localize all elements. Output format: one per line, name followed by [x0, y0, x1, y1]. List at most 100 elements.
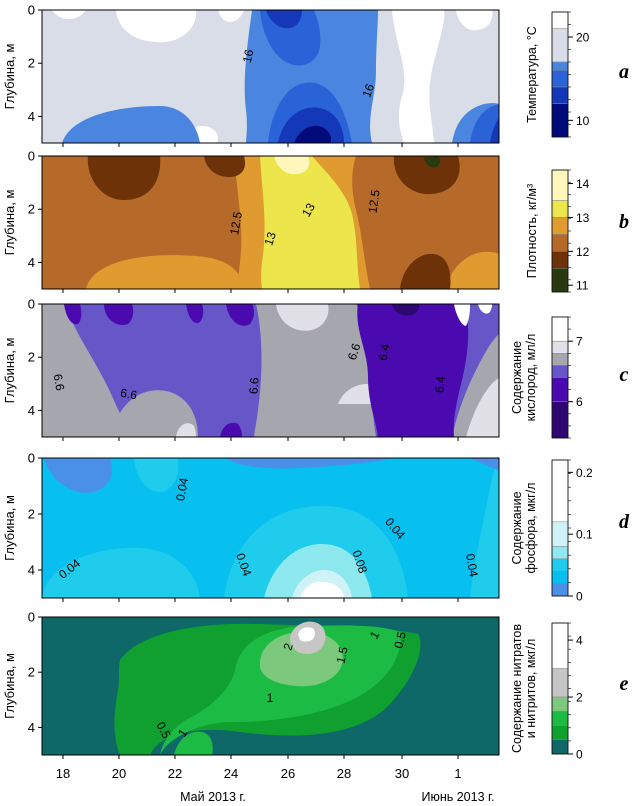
panel-c	[41, 303, 500, 438]
colorbar-tick-label: 6	[576, 395, 583, 409]
colorbar-tick-label: 0	[576, 590, 583, 604]
colorbar-title: Плотность, кг/м³	[525, 184, 539, 278]
panel-d	[41, 457, 500, 599]
colorbar-level	[551, 70, 569, 88]
oxygen-contour-field	[42, 304, 499, 437]
contour-label: 16	[240, 48, 257, 64]
colorbar-level	[551, 696, 569, 712]
contour-label: 1.5	[334, 645, 351, 665]
phosphorus-contour-field	[42, 458, 499, 598]
colorbar-level	[551, 622, 569, 669]
colorbar-level	[551, 200, 569, 218]
panel-letter: e	[620, 673, 629, 695]
panel-letter: a	[619, 61, 629, 83]
contour-label: 2	[281, 641, 296, 652]
colorbar-level	[551, 103, 569, 138]
contour-label: 1	[267, 691, 274, 705]
y-axis-label: Глубина, м	[2, 44, 17, 110]
contour-label: 0.5	[391, 630, 409, 650]
contour-label: 6.6	[51, 373, 68, 392]
colorbar-level	[551, 268, 569, 293]
y-tick-label: 0	[28, 3, 35, 18]
y-tick-label: 0	[28, 297, 35, 312]
colorbar-level	[551, 234, 569, 252]
colorbar-level	[551, 316, 569, 342]
y-tick-label: 2	[28, 507, 35, 522]
colorbar-c: 7 6 Содержаниекислород, мл/л	[510, 316, 583, 439]
colorbar-tick-label: 0	[576, 748, 583, 762]
y-axis-label: Глубина, м	[2, 338, 17, 404]
colorbar-tick-label: 2	[576, 691, 583, 705]
colorbar-level	[551, 353, 569, 366]
colorbar-tick-label: 14	[576, 177, 590, 191]
y-tick-label: 4	[28, 563, 35, 578]
contour-label: 6.6	[246, 377, 261, 395]
colorbar-title: Содержание нитратови нитритов, мкг/л	[510, 624, 538, 753]
colorbar-level	[551, 558, 569, 572]
y-tick-label: 4	[28, 109, 35, 124]
y-tick-label: 2	[28, 665, 35, 680]
colorbar-d: 0.2 0.1 0 Содержаниефосфора, мкг/л	[510, 459, 593, 604]
colorbar-level	[551, 217, 569, 235]
colorbar-a: 20 10 Температура, °С	[525, 11, 590, 138]
colorbar-level	[551, 28, 569, 63]
colorbar-e: 4 2 0 Содержание нитратови нитритов, мкг/л	[510, 622, 583, 762]
x-tick-label: 22	[168, 766, 182, 781]
x-tick-label: 30	[395, 766, 409, 781]
x-tick-label: 18	[56, 766, 70, 781]
x-axis: 18 20 22 24 26 28 30 1 Май 2013 г. Июнь 2013 г.	[56, 766, 495, 804]
colorbar-tick-label: 0.1	[576, 528, 593, 542]
y-tick-label: 2	[28, 202, 35, 217]
y-tick-label: 0	[28, 610, 35, 625]
colorbar-level	[551, 377, 569, 402]
contour-label: 16	[359, 82, 377, 100]
colorbar-tick-label: 20	[576, 31, 590, 45]
panel-letter: d	[619, 511, 630, 533]
colorbar-tick-label: 11	[576, 279, 589, 293]
y-tick-label: 4	[28, 403, 35, 418]
contour-label: 6.4	[376, 343, 393, 362]
colorbar-tick-label: 7	[576, 335, 583, 349]
x-tick-label: 26	[281, 766, 295, 781]
contour-label: 0.04	[463, 553, 481, 579]
y-tick-label: 4	[28, 255, 35, 270]
panel-c-axes: Глубина, м 0 2 4 6.6 6.6 6.6 6.6 6.4 6.4 7 6 Содержа…	[2, 297, 629, 441]
x-tick-label: 24	[224, 766, 238, 781]
colorbar-tick-label: 12	[576, 245, 590, 259]
panel-e	[41, 616, 500, 756]
panel-b	[41, 155, 500, 290]
colorbar-title: Содержаниефосфора, мкг/л	[510, 483, 538, 574]
temperature-contour-field	[42, 10, 499, 143]
x-tick-label: 1	[454, 766, 461, 781]
y-tick-label: 0	[28, 451, 35, 466]
nitrate-contour-field	[42, 617, 499, 755]
contour-label: 6.6	[119, 386, 138, 403]
density-contour-field	[42, 156, 499, 289]
x-tick-label: 28	[337, 766, 351, 781]
colorbar-tick-label: 4	[576, 634, 583, 648]
colorbar-level	[551, 340, 569, 354]
y-tick-label: 2	[28, 56, 35, 71]
y-tick-label: 2	[28, 350, 35, 365]
colorbar-level	[551, 251, 569, 269]
colorbar-level	[551, 571, 569, 584]
x-tick-label: 20	[112, 766, 126, 781]
panel-letter: c	[620, 364, 629, 386]
colorbar-level	[551, 711, 569, 726]
contour-label: 0.08	[350, 548, 371, 575]
y-axis-label: Глубина, м	[2, 495, 17, 561]
panel-b-axes: Глубина, м 0 2 4 12.5 13 13 12.5 14 13 12 11 Плотнос…	[2, 149, 629, 293]
colorbar-level	[551, 11, 569, 29]
colorbar-level	[551, 61, 569, 71]
colorbar-tick-label: 0.2	[576, 466, 593, 480]
colorbar-level	[551, 739, 569, 755]
y-tick-label: 4	[28, 720, 35, 735]
contour-label: 0.04	[173, 476, 191, 502]
colorbar-level	[551, 668, 569, 698]
month-label-may: Май 2013 г.	[180, 790, 246, 804]
y-tick-label: 0	[28, 149, 35, 164]
colorbar-tick-label: 10	[576, 114, 590, 128]
contour-label: 13	[299, 200, 318, 219]
colorbar-tick-label: 13	[576, 211, 590, 225]
